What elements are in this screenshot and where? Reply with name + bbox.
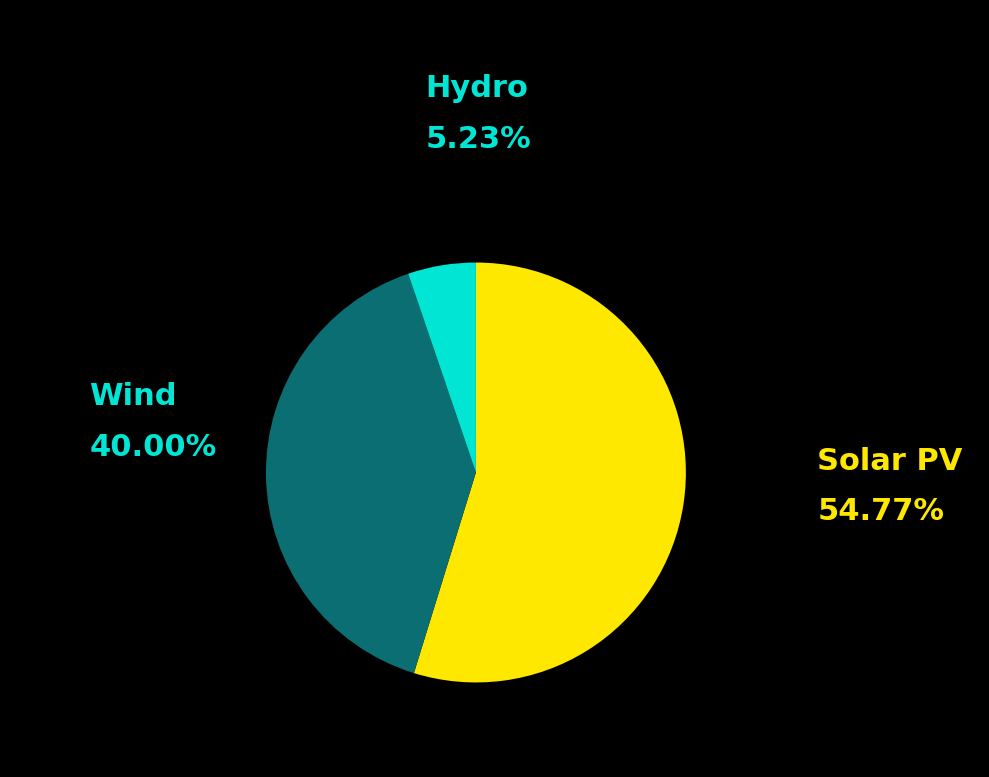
Wedge shape [408,263,476,472]
Text: 5.23%: 5.23% [425,125,531,154]
Text: 40.00%: 40.00% [90,433,217,462]
Text: Solar PV: Solar PV [818,447,963,476]
Wedge shape [414,263,686,682]
Text: Hydro: Hydro [425,75,528,103]
Text: Wind: Wind [90,382,177,411]
Wedge shape [266,274,476,673]
Text: 54.77%: 54.77% [818,497,944,526]
